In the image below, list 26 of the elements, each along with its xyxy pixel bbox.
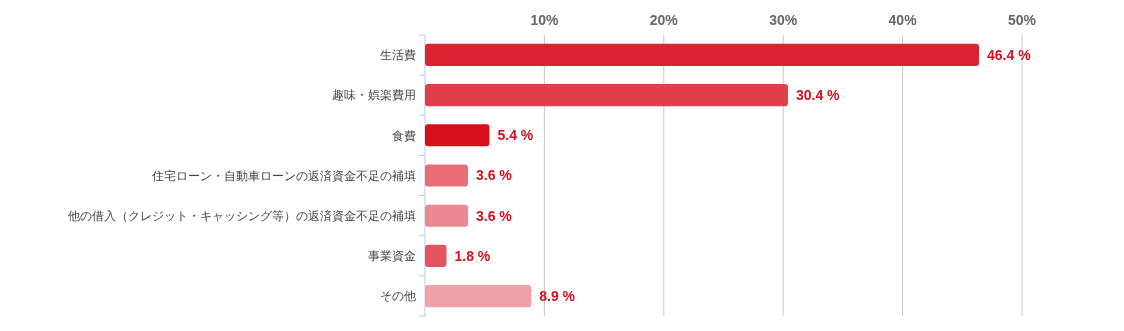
x-tick-label: 50% [1007, 12, 1037, 28]
bar [425, 43, 980, 66]
data-label: 5.4 % [497, 127, 534, 144]
data-label: 3.6 % [475, 167, 513, 184]
data-label: 8.9 % [539, 288, 576, 304]
y-tick-label: 住宅ローン・自動車ローンの返済資金不足の補填 [151, 168, 416, 183]
y-tick-label: 他の借入（クレジット・キャッシング等）の返済資金不足の補填 [68, 208, 416, 223]
data-label: 1.8 % [454, 247, 491, 264]
y-tick-label: 生活費 [380, 48, 416, 63]
data-label: 46.4 % [987, 46, 1032, 63]
bar [425, 204, 468, 227]
bar [425, 244, 447, 267]
bar [425, 84, 788, 107]
y-tick-label: 事業資金 [368, 248, 416, 263]
bar [425, 285, 532, 308]
x-tick-label: 40% [888, 12, 918, 28]
bar [425, 124, 490, 147]
y-tick-label: その他 [380, 289, 416, 304]
data-label: 3.6 % [475, 207, 513, 224]
x-tick-label: 30% [769, 12, 798, 28]
bar [425, 164, 468, 187]
x-tick-label: 10% [530, 12, 559, 28]
y-tick-label: 趣味・娯楽費用 [332, 88, 416, 103]
y-tick-label: 食費 [392, 128, 416, 143]
x-tick-label: 20% [649, 12, 679, 28]
data-label: 30.4 % [795, 87, 841, 103]
